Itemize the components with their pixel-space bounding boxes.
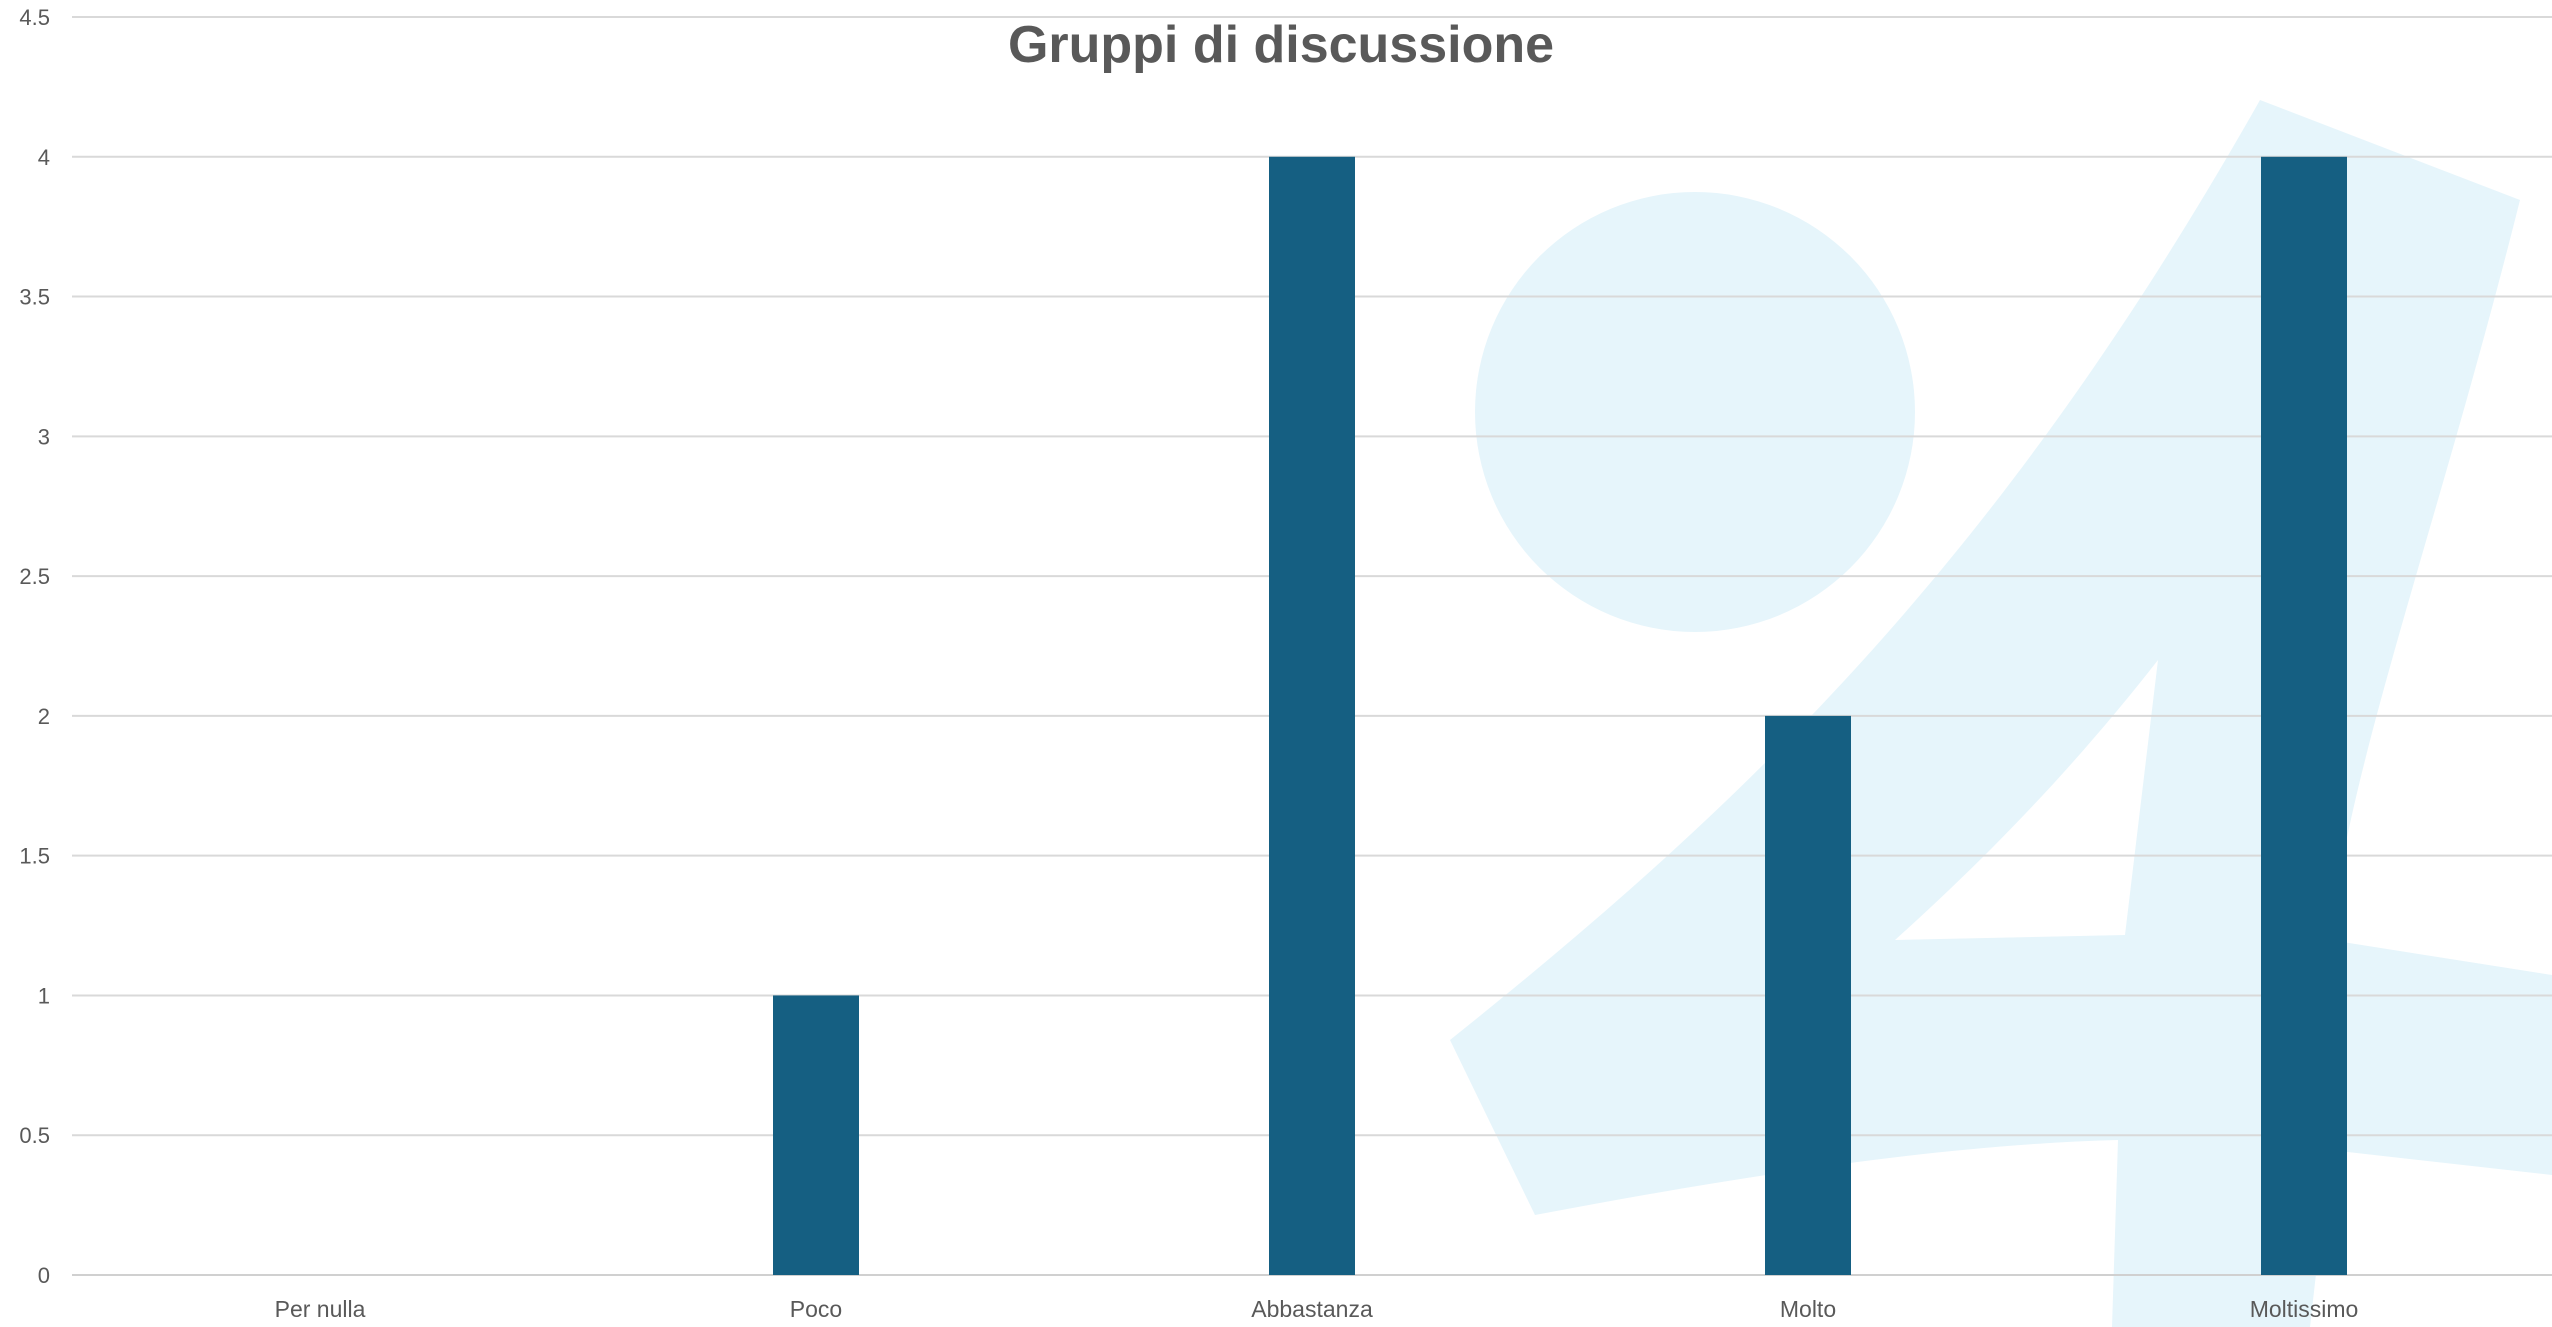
y-tick-label: 3 — [38, 424, 50, 449]
x-axis: Per nulla Poco Abbastanza Molto Moltissimo — [275, 1296, 2359, 1322]
y-tick-label: 0.5 — [19, 1123, 50, 1148]
bar-molto — [1765, 715, 1851, 1275]
x-tick-label: Moltissimo — [2250, 1296, 2359, 1322]
y-tick-label: 1 — [38, 983, 50, 1008]
y-tick-label: 3.5 — [19, 285, 50, 310]
y-tick-label: 4 — [38, 145, 50, 170]
bar-abbastanza — [1269, 156, 1355, 1275]
x-tick-label: Per nulla — [275, 1296, 366, 1322]
x-tick-label: Molto — [1780, 1296, 1836, 1322]
bar-poco — [773, 995, 859, 1275]
y-tick-label: 1.5 — [19, 844, 50, 869]
logo-watermark — [1450, 100, 2552, 1327]
y-axis: 0 0.5 1 1.5 2 2.5 3 3.5 4 4.5 — [19, 5, 50, 1288]
x-tick-label: Poco — [790, 1296, 842, 1322]
y-tick-label: 2 — [38, 704, 50, 729]
y-tick-label: 2.5 — [19, 564, 50, 589]
bar-moltissimo — [2261, 156, 2347, 1275]
y-tick-label: 0 — [38, 1263, 50, 1288]
y-tick-label: 4.5 — [19, 5, 50, 30]
bar-series — [773, 156, 2347, 1275]
watermark-circle — [1475, 192, 1915, 632]
x-tick-label: Abbastanza — [1251, 1296, 1373, 1322]
chart-title: Gruppi di discussione — [1008, 16, 1554, 74]
